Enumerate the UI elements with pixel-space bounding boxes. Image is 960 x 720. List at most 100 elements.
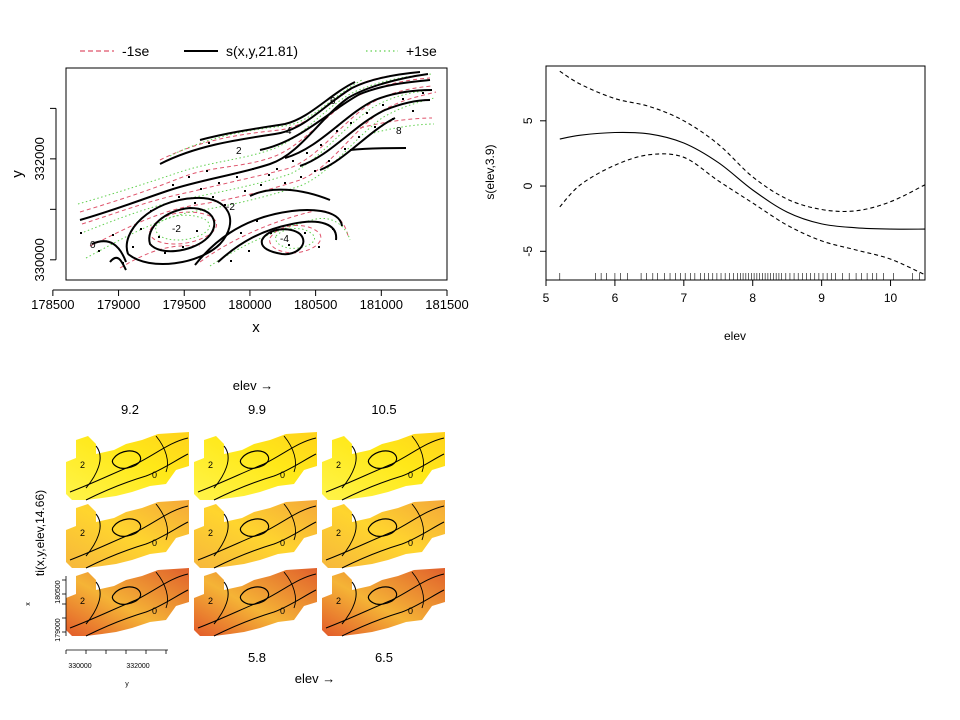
smooth-x-tick-label: 10 (884, 291, 898, 305)
smooth-y-tick-label: 5 (521, 117, 535, 124)
contour-x-tick-label: 178500 (31, 297, 74, 312)
contour-x-tick-label: 181500 (425, 297, 468, 312)
interaction-panel: 20 (66, 500, 189, 569)
heatmap-contour (325, 505, 445, 561)
panel-label-top: 9.9 (248, 402, 266, 417)
contour-y-tick-label: 332000 (32, 137, 47, 180)
contour-level-label: -4 (280, 234, 289, 245)
legend-label-fit: s(x,y,21.81) (226, 43, 298, 59)
heatmap-surface (322, 500, 445, 568)
smooth-lines (559, 70, 926, 276)
interaction-panel: 20 (322, 432, 445, 501)
legend-label-minus-se: -1se (122, 43, 149, 59)
contour-level-label: 0 (90, 240, 96, 251)
contour-level-label: -2 (226, 202, 235, 213)
interaction-panel: 20 (322, 568, 445, 637)
contour-legend: -1se s(x,y,21.81) +1se (80, 43, 437, 59)
heatmap-contour (239, 518, 270, 537)
smooth-x-tick-label: 5 (543, 291, 550, 305)
interaction-panel: 20 (322, 500, 445, 569)
heatmap-contour-label: 0 (408, 606, 413, 616)
contour-level-label: 4 (286, 126, 292, 137)
heatmap-contour (239, 450, 270, 469)
heatmap-contour-label: 2 (336, 596, 341, 606)
smooth-plot-frame (545, 65, 926, 281)
heatmap-contour-label: 2 (336, 528, 341, 538)
smooth-x-tick-label: 7 (680, 291, 687, 305)
heatmap-contour (197, 505, 317, 561)
contour-fit (79, 71, 433, 271)
heatmap-contour (69, 505, 189, 561)
contour-x-axis-label: x (252, 319, 260, 336)
inset-x-tick-label: 330000 (68, 663, 91, 670)
interaction-panel: 20 (66, 568, 189, 637)
heatmap-contour-label: 0 (408, 538, 413, 548)
bottom-elev-axis-label: elev → (295, 671, 335, 686)
heatmap-contour-label: 2 (80, 596, 85, 606)
contour-x-tick-label: 179000 (97, 297, 140, 312)
heatmap-contour-label: 2 (208, 460, 213, 470)
contour-level-label: 6 (330, 96, 336, 107)
heatmap-contour-label: 2 (336, 460, 341, 470)
heatmap-contour (411, 435, 424, 473)
smooth-plot: 5 6 7 8 9 10 -5 0 5 elev s(elev,3.9) (483, 65, 926, 343)
heatmap-contour-label: 0 (152, 538, 157, 548)
heatmap-contour-label: 2 (80, 528, 85, 538)
heatmap-contour (111, 518, 142, 537)
contour-minus-se (79, 71, 437, 269)
contour-plot: -1se s(x,y,21.81) +1se (9, 43, 469, 336)
heatmap-contour (341, 521, 445, 569)
heatmap-contour (85, 521, 189, 569)
heatmap-contour (341, 445, 357, 489)
smooth-x-tick-label: 6 (612, 291, 619, 305)
legend-label-plus-se: +1se (406, 43, 437, 59)
inset-y-tick-label: 180500 (55, 580, 62, 603)
inset-x-tick-label: 332000 (126, 663, 149, 670)
interaction-panel: 20 (66, 432, 189, 501)
inset-x-axis-label: y (125, 681, 129, 688)
contour-level-labels: 0 -2 -4 2 4 6 8 -2 (90, 96, 402, 251)
heatmap-contour (197, 437, 317, 493)
heatmap-contour-label: 2 (208, 528, 213, 538)
smooth-y-tick-label: -5 (521, 246, 535, 257)
heatmap-contour (85, 589, 189, 637)
heatmap-contour-label: 0 (280, 470, 285, 480)
smooth-x-axis-label: elev (724, 329, 746, 343)
smooth-x-tick-label: 9 (818, 291, 825, 305)
smooth-axes: 5 6 7 8 9 10 -5 0 5 (521, 117, 898, 305)
heatmap-contour (213, 589, 317, 637)
inset-y-axis-label: x (25, 602, 32, 606)
heatmap-contour-label: 0 (280, 606, 285, 616)
heatmap-contour (367, 450, 398, 469)
contour-data-points (80, 92, 424, 264)
panel-label-bottom: 6.5 (375, 650, 393, 665)
interaction-panel: 20 (194, 568, 317, 637)
heatmap-contour-label: 2 (80, 460, 85, 470)
panel-label-top: 9.2 (121, 402, 139, 417)
heatmap-contour (213, 521, 317, 569)
heatmap-contour (367, 518, 398, 537)
contour-level-label: 8 (396, 126, 402, 137)
heatmap-contour (69, 437, 189, 493)
heatmap-contour (69, 573, 189, 629)
heatmap-surface (322, 568, 445, 636)
heatmap-contour (85, 453, 189, 501)
contour-plus-se (77, 73, 435, 267)
interaction-panel: 20 (194, 432, 317, 501)
contour-lines: 0 -2 -4 2 4 6 8 -2 (77, 71, 437, 271)
heatmap-contour (283, 503, 296, 541)
heatmap-contour (213, 445, 229, 489)
contour-x-tick-label: 180000 (228, 297, 271, 312)
heatmap-contour (85, 581, 101, 625)
heatmap-contour (155, 435, 168, 473)
heatmap-contour-label: 0 (152, 606, 157, 616)
heatmap-surface (194, 568, 317, 636)
heatmap-contour (411, 571, 424, 609)
contour-x-tick-label: 180500 (294, 297, 337, 312)
smooth-fit-line (559, 131, 926, 230)
heatmap-contour (213, 453, 317, 501)
interaction-y-axis-label: ti(x,y,elev,14.66) (33, 490, 47, 576)
heatmap-contour (239, 586, 270, 605)
inset-axes: 330000 332000 y 179000 180500 x (25, 576, 168, 688)
